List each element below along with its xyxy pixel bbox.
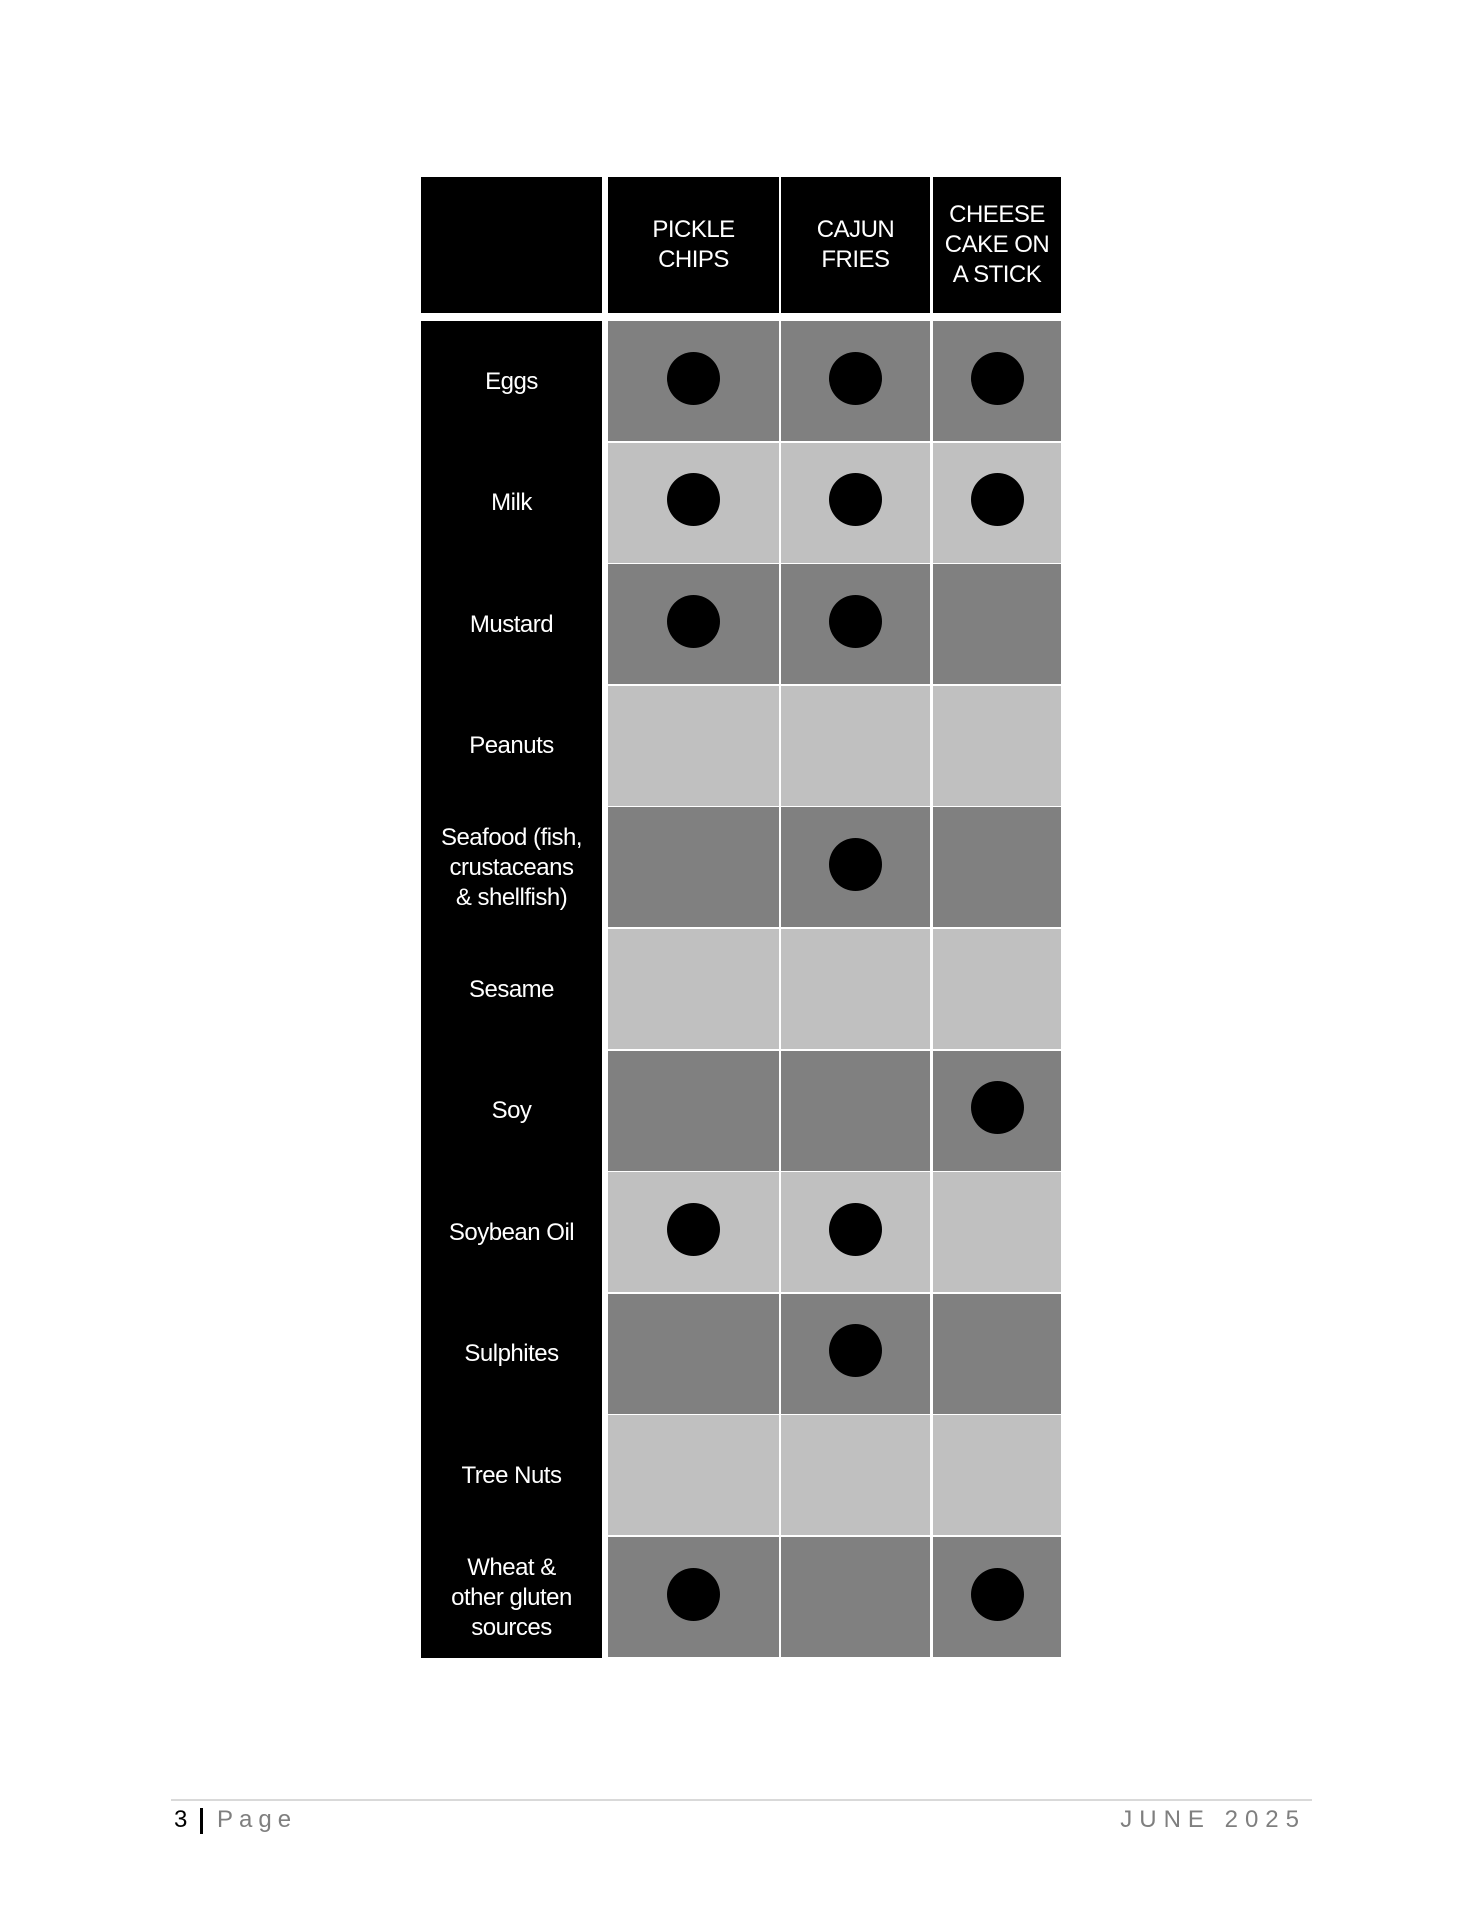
column-header-cheesecake-on-a-stick: CHEESE CAKE ON A STICK: [933, 177, 1061, 313]
allergen-present-dot-icon: [829, 1324, 882, 1378]
table-cell: [781, 1293, 930, 1414]
table-cell: [933, 1415, 1061, 1536]
table-cell: [608, 929, 779, 1049]
row-label: Soy: [491, 1097, 532, 1125]
table-cell: [781, 1172, 930, 1293]
allergen-present-dot-icon: [667, 473, 720, 527]
row-label: Mustard: [469, 610, 554, 638]
table-cell: [608, 1050, 779, 1171]
table-cell: [933, 1293, 1061, 1414]
table-cell: [781, 321, 930, 441]
footer-date: JUNE 2025: [1120, 1806, 1306, 1833]
table-cell: [933, 1050, 1061, 1171]
row-label-column: [421, 321, 602, 1658]
table-cell: [933, 1537, 1061, 1657]
table-cell: [781, 1537, 930, 1657]
row-label: Peanuts: [469, 732, 554, 760]
page-number: 3: [174, 1806, 188, 1833]
page-label: Page: [217, 1806, 298, 1833]
table-cell: [608, 807, 779, 928]
allergen-present-dot-icon: [829, 594, 882, 648]
allergen-present-dot-icon: [829, 1202, 882, 1256]
footer-divider: [171, 1799, 1312, 1801]
table-cell: [781, 685, 930, 806]
row-label: Sesame: [468, 975, 555, 1003]
allergen-present-dot-icon: [667, 1567, 720, 1621]
table-cell: [608, 1293, 779, 1414]
table-cell: [781, 564, 930, 685]
table-cell: [608, 442, 779, 563]
allergen-present-dot-icon: [667, 594, 720, 648]
table-cell: [933, 685, 1061, 806]
table-cell: [781, 1050, 930, 1171]
footer-separator: [200, 1808, 203, 1834]
table-cell: [608, 321, 779, 441]
row-label: Wheat & other gluten sources: [451, 1553, 572, 1641]
table-cell: [933, 442, 1061, 563]
table-cell: [781, 807, 930, 928]
allergen-present-dot-icon: [970, 473, 1024, 527]
table-cell: [608, 685, 779, 806]
table-cell: [608, 564, 779, 685]
allergen-present-dot-icon: [829, 837, 882, 891]
allergen-present-dot-icon: [829, 473, 882, 527]
table-cell: [933, 321, 1061, 441]
row-label: Seafood (fish, crustaceans & shellfish): [440, 823, 583, 911]
table-cell: [933, 1172, 1061, 1293]
table-cell: [933, 564, 1061, 685]
table-cell: [781, 442, 930, 563]
row-label: Eggs: [485, 367, 538, 395]
row-label: Sulphites: [464, 1340, 559, 1368]
row-label: Tree Nuts: [461, 1461, 562, 1489]
allergen-present-dot-icon: [667, 351, 720, 405]
column-header-pickle-chips: PICKLE CHIPS: [608, 177, 779, 313]
table-cell: [933, 929, 1061, 1049]
row-label: Soybean Oil: [448, 1218, 575, 1246]
table-cell: [608, 1415, 779, 1536]
table-cell: [608, 1172, 779, 1293]
table-cell: [781, 1415, 930, 1536]
allergen-present-dot-icon: [667, 1202, 720, 1256]
table-cell: [608, 1537, 779, 1657]
table-cell: [781, 929, 930, 1049]
row-label: Milk: [491, 489, 532, 517]
allergen-present-dot-icon: [829, 351, 882, 405]
allergen-present-dot-icon: [970, 1081, 1024, 1135]
header-corner-cell: [421, 177, 602, 313]
column-header-cajun-fries: CAJUN FRIES: [781, 177, 930, 313]
allergen-present-dot-icon: [970, 1567, 1024, 1621]
allergen-present-dot-icon: [970, 351, 1024, 405]
table-cell: [933, 807, 1061, 928]
